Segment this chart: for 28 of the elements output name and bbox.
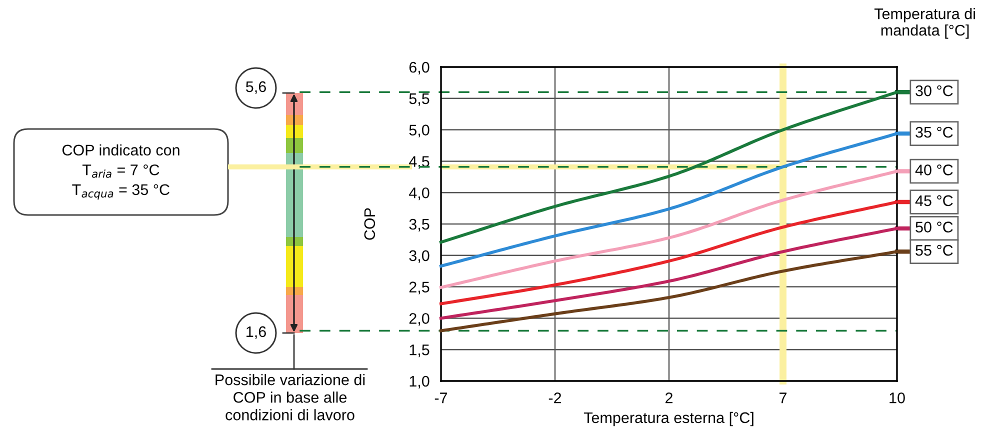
legend-title: Temperatura di mandata [°C] [874, 8, 975, 39]
text: 5,6 [246, 81, 266, 94]
legend-label: 45 °C [915, 195, 953, 206]
text: 1,6 [246, 326, 266, 339]
x-axis-title: Temperatura esterna [°C] [584, 412, 754, 426]
legend-label: 50 °C [916, 222, 953, 232]
y-tick-label: 4,0 [409, 187, 430, 200]
y-tick-label: 2,5 [409, 282, 430, 294]
x-tick-label: 7 [780, 392, 786, 404]
legend-label: 55 °C [916, 244, 953, 256]
y-tick-label: 2,0 [409, 313, 430, 326]
text: COP indicato con T$_{aria}$ = 7 °C T$_{acqua}$ = 35 °C [62, 144, 180, 200]
y-tick-label: 6,0 [409, 62, 430, 74]
x-tick-label: -7 [434, 392, 448, 404]
y-tick-label: 5,5 [409, 93, 430, 106]
x-tick-label: 10 [890, 392, 905, 404]
y-tick-label: 3,0 [409, 250, 430, 263]
x-tick-label: -2 [548, 392, 562, 404]
y-axis-title: COP [364, 208, 376, 240]
text: Possibile variazione di COP in base alle condizioni di lavoro [216, 374, 365, 420]
y-tick-label: 1,0 [410, 376, 430, 388]
y-tick-label: 1,5 [410, 344, 430, 358]
y-tick-label: 5,0 [409, 124, 430, 138]
legend-label: 35 °C [916, 126, 953, 138]
legend-label: 30 °C [916, 85, 953, 96]
x-tick-label: 2 [666, 392, 672, 404]
y-tick-label: 3,5 [409, 218, 430, 232]
legend-label: 40 °C [915, 164, 953, 176]
